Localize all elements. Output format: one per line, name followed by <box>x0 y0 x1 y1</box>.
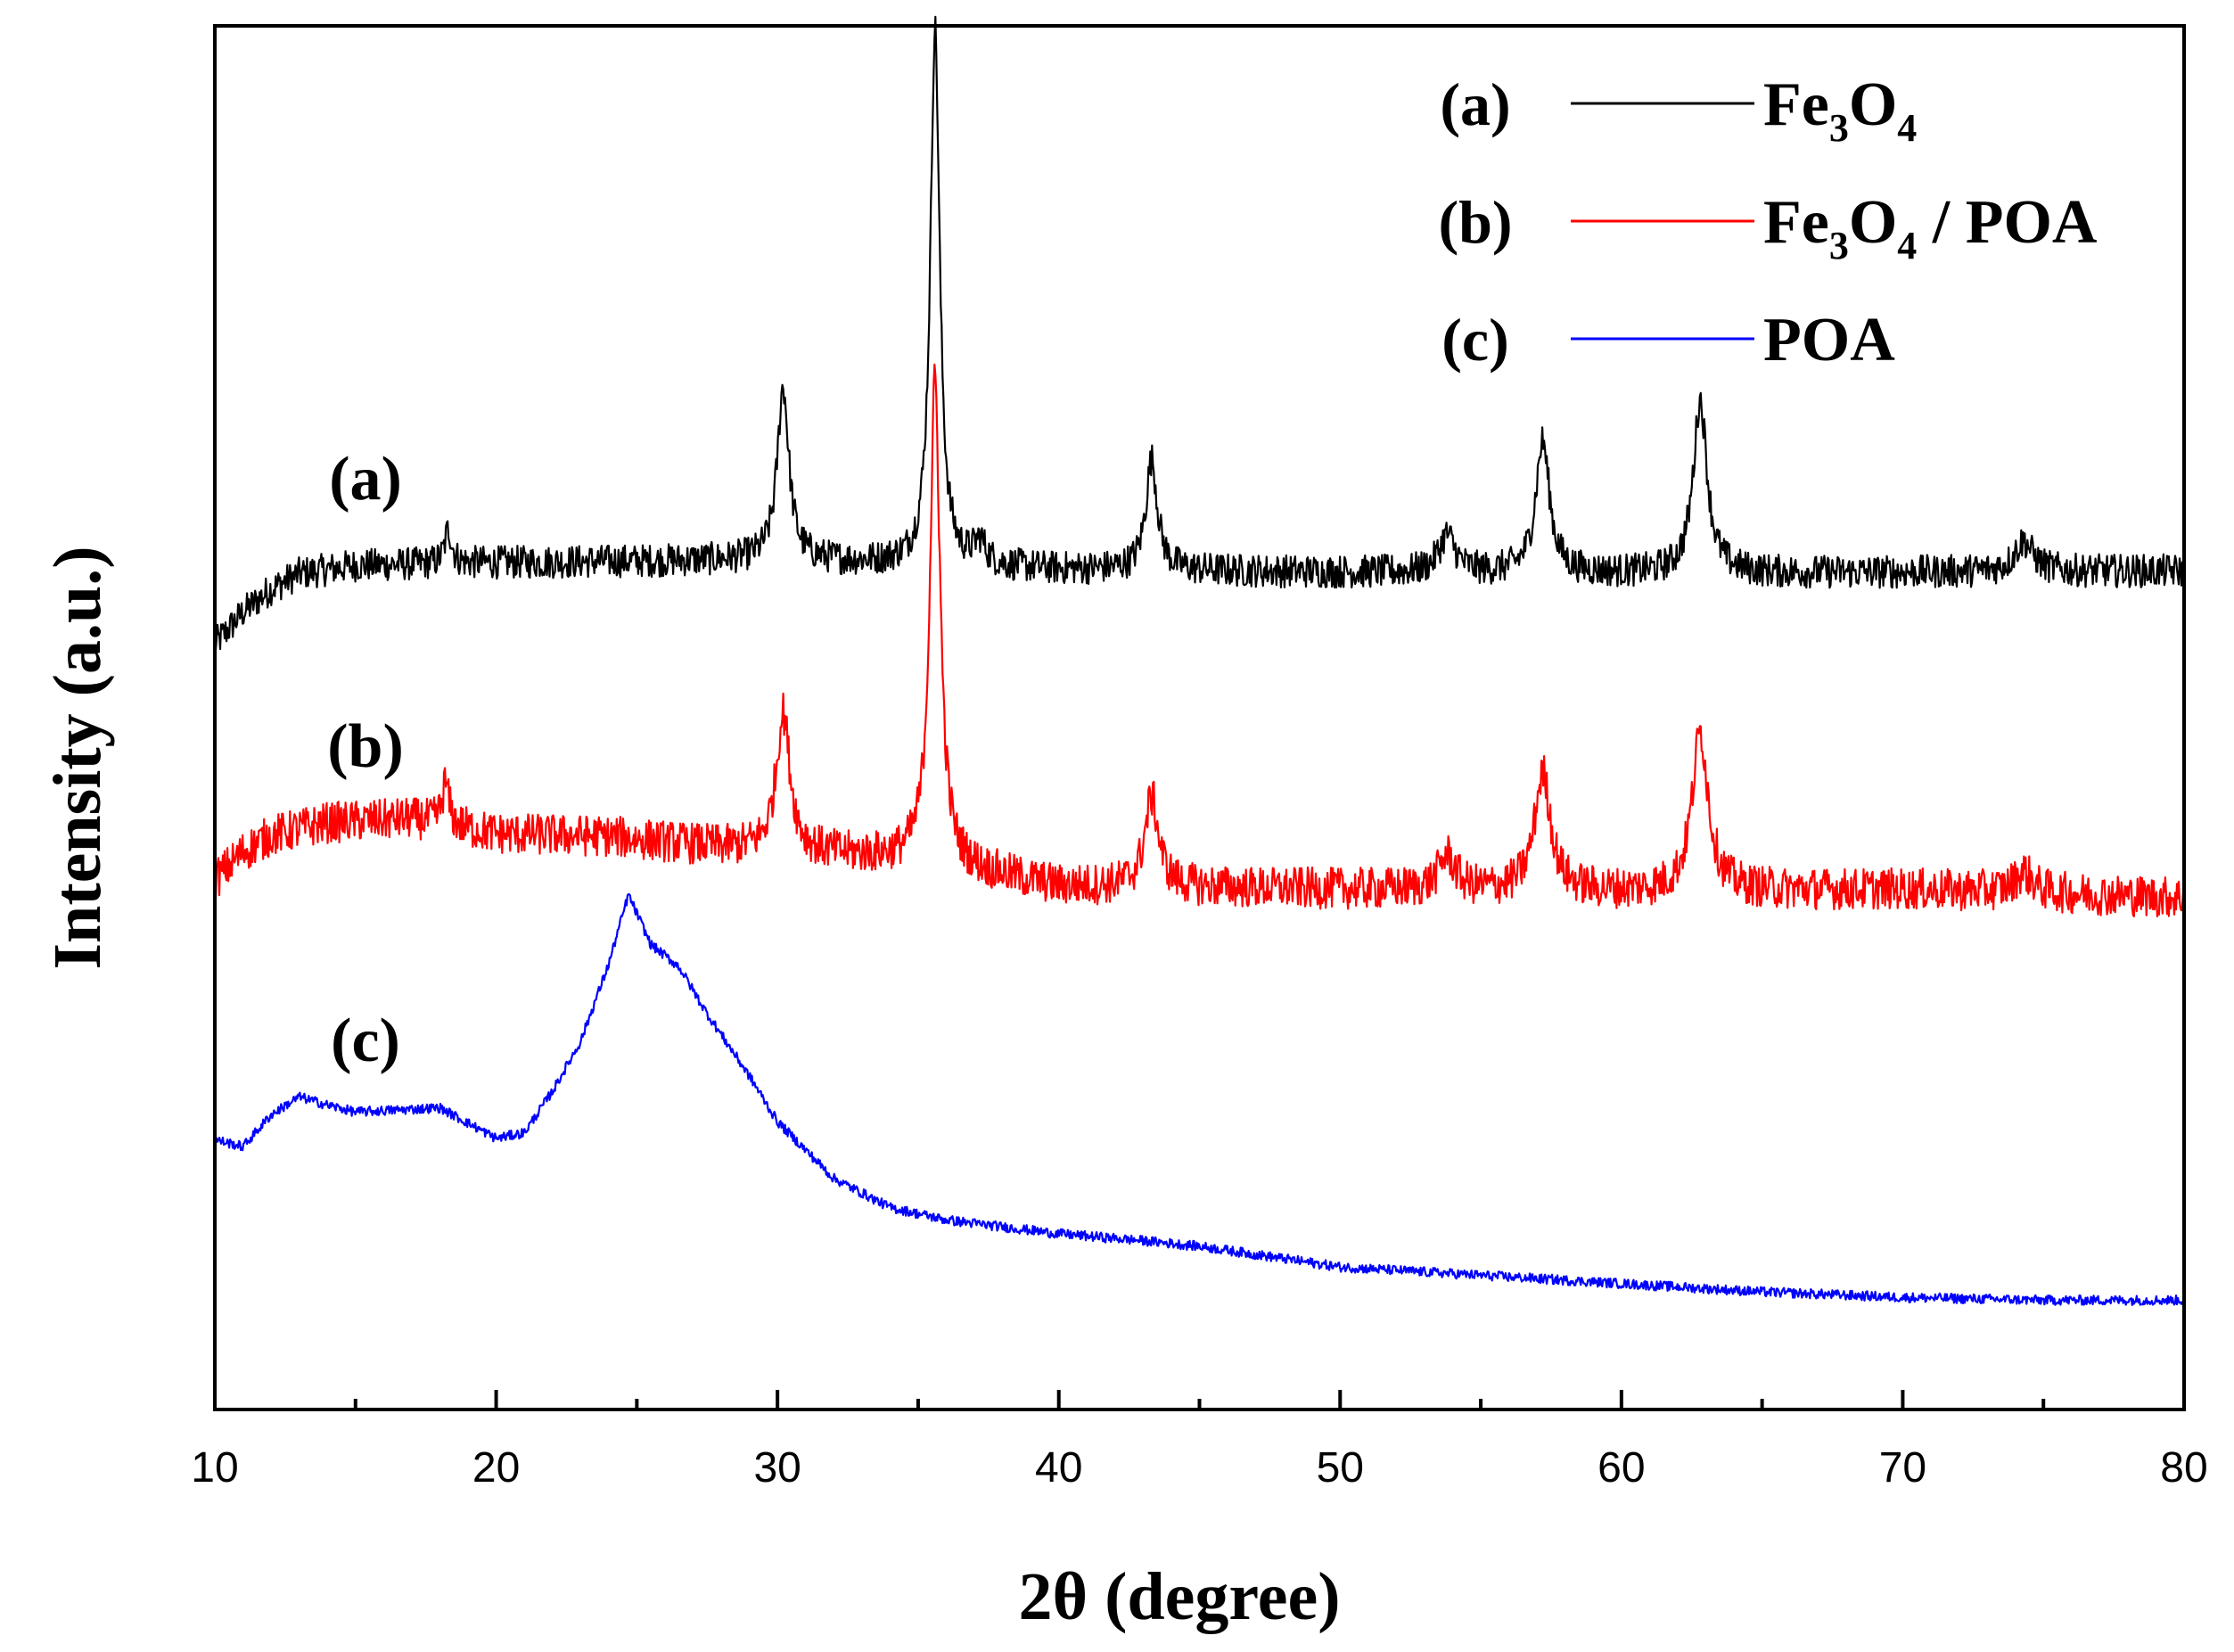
series-line-2 <box>213 363 2186 917</box>
legend-text: / POA <box>1917 188 2098 257</box>
legend-tag: (b) <box>1438 188 1512 256</box>
legend-tag: (a) <box>1440 70 1510 138</box>
curve-label-c: (c) <box>331 1007 400 1075</box>
legend-text: O <box>1849 188 1897 257</box>
x-tick-label: 80 <box>2160 1444 2207 1492</box>
series-layer <box>213 15 2186 1306</box>
legend-entry-label: Fe3O4 / POA <box>1763 188 2098 267</box>
x-tick-label: 10 <box>191 1444 238 1492</box>
legend-tag: (c) <box>1441 306 1508 374</box>
x-tick-label: 60 <box>1597 1444 1645 1492</box>
curve-label-a: (a) <box>329 445 402 514</box>
curve-label-b: (b) <box>327 712 404 781</box>
legend-text: Fe <box>1763 188 1829 257</box>
x-axis-ticks: 10 20 30 40 50 60 70 80 <box>191 1390 2208 1492</box>
legend: (a) Fe3O4(b) Fe3O4 / POA(c) POA <box>1438 70 2097 374</box>
legend-text: Fe <box>1763 70 1829 139</box>
x-tick-label: 20 <box>472 1444 520 1492</box>
legend-text: O <box>1849 70 1897 139</box>
legend-entry-label: POA <box>1763 306 1895 374</box>
legend-subscript: 4 <box>1897 224 1917 267</box>
legend-text: POA <box>1763 306 1895 374</box>
legend-subscript: 4 <box>1897 106 1917 150</box>
x-tick-label: 40 <box>1035 1444 1082 1492</box>
legend-subscript: 3 <box>1829 106 1849 150</box>
x-tick-label: 50 <box>1317 1444 1364 1492</box>
series-line-3 <box>213 892 2186 1306</box>
curve-labels: (a) (b) (c) <box>327 445 404 1075</box>
x-tick-label: 70 <box>1879 1444 1926 1492</box>
legend-subscript: 3 <box>1829 224 1849 267</box>
x-tick-label: 30 <box>753 1444 801 1492</box>
legend-entry-label: Fe3O4 <box>1763 70 1917 150</box>
y-axis-title: Intensity (a.u.) <box>40 546 115 969</box>
series-line-1 <box>213 15 2186 651</box>
x-axis-title: 2θ (degree) <box>1018 1559 1340 1634</box>
